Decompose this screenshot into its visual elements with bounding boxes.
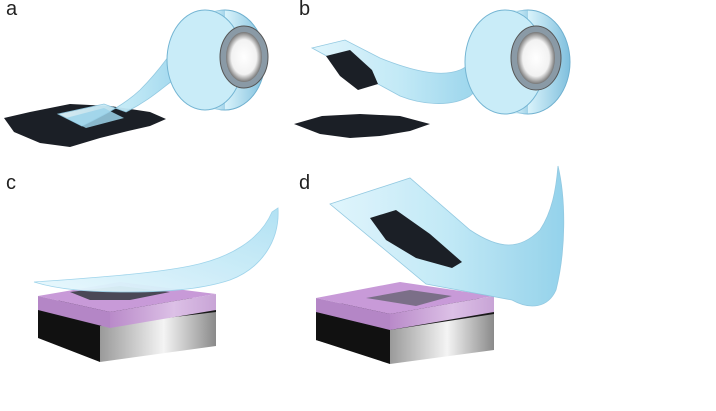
- graphite-flake-on-tape: [326, 50, 378, 90]
- panel-a: [4, 9, 269, 147]
- panel-label-b: b: [299, 0, 311, 20]
- tape-roll: [464, 9, 571, 115]
- graphite-flake-deposited: [366, 290, 452, 306]
- tape-strip: [33, 207, 279, 293]
- graphite-flake-remaining: [294, 114, 430, 138]
- panel-b: [294, 9, 571, 138]
- panel-c: [33, 207, 279, 362]
- tape-roll: [166, 9, 269, 111]
- panel-d: [316, 165, 565, 364]
- substrate: [316, 282, 494, 364]
- panel-label-a: a: [6, 0, 18, 20]
- panel-label-d: d: [299, 172, 311, 194]
- panel-label-c: c: [6, 172, 16, 194]
- graphite-flake-on-tape: [370, 210, 462, 268]
- tape-sheet-lifted: [329, 165, 565, 307]
